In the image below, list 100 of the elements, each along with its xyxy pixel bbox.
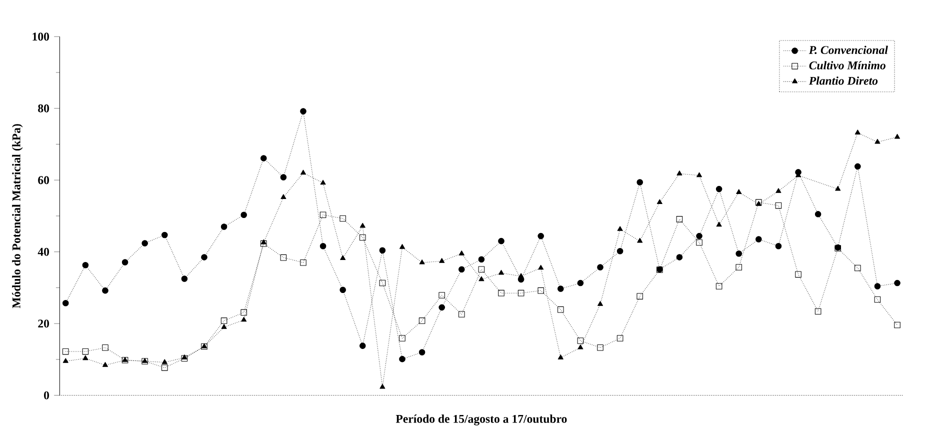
point: [538, 232, 544, 240]
point: [874, 296, 881, 303]
point: [458, 250, 464, 256]
point: [498, 238, 504, 244]
point: [260, 240, 267, 247]
point: [518, 273, 524, 278]
point: [874, 138, 880, 144]
x-axis-title: Período de 15/agosto a 17/outubro: [396, 414, 567, 426]
y-tick-label: 40: [38, 248, 50, 256]
point: [102, 344, 108, 351]
point: [597, 344, 604, 351]
point: [320, 180, 326, 185]
point: [676, 254, 683, 260]
point: [458, 266, 465, 273]
point: [597, 301, 604, 306]
y-axis-title: Módulo do Potencial Matricial (kPa): [12, 124, 23, 308]
point: [736, 264, 742, 270]
legend-label: Plantio Direto: [808, 76, 878, 85]
legend-label: Cultivo Mínimo: [809, 61, 886, 70]
point: [360, 222, 366, 228]
point: [102, 287, 108, 294]
point: [498, 290, 504, 296]
point: [894, 134, 900, 139]
point: [220, 224, 228, 230]
point: [814, 308, 822, 314]
point: [201, 254, 208, 260]
point: [62, 348, 69, 355]
point: [676, 216, 683, 222]
point: [379, 247, 386, 254]
point: [280, 254, 287, 261]
point: [280, 174, 287, 180]
point: [240, 212, 247, 218]
point: [874, 283, 881, 290]
point: [478, 276, 484, 282]
point: [260, 239, 266, 244]
point: [478, 266, 485, 273]
point: [776, 188, 782, 193]
point: [260, 155, 267, 162]
point: [82, 355, 88, 360]
point: [736, 250, 742, 257]
point: [240, 309, 247, 316]
point: [716, 283, 722, 290]
point: [399, 335, 406, 342]
point: [379, 280, 386, 286]
point: [854, 130, 860, 134]
point: [636, 179, 643, 186]
point: [835, 186, 841, 191]
point: [775, 202, 782, 209]
point: [756, 236, 762, 242]
point: [142, 240, 148, 246]
point: [696, 232, 702, 240]
point: [636, 293, 643, 300]
point: [438, 304, 445, 311]
y-tick-label: 100: [32, 32, 50, 41]
point: [676, 170, 682, 176]
y-tick-label: 60: [38, 176, 50, 184]
point: [439, 258, 445, 263]
point: [340, 255, 346, 260]
point: [538, 287, 544, 294]
y-tick-label: 0: [44, 391, 50, 400]
point: [220, 318, 228, 324]
point: [716, 222, 722, 227]
point: [161, 232, 168, 238]
point: [340, 215, 346, 222]
point: [775, 242, 782, 250]
point: [498, 270, 504, 275]
point: [181, 276, 188, 282]
point: [578, 344, 584, 350]
point: [617, 226, 623, 231]
point: [558, 354, 564, 360]
point: [894, 322, 900, 328]
point: [320, 212, 326, 218]
point: [418, 349, 426, 356]
point: [597, 264, 604, 270]
point: [300, 170, 306, 175]
point: [82, 348, 89, 355]
point: [558, 286, 564, 292]
point: [458, 311, 465, 318]
point: [241, 316, 247, 322]
point: [438, 292, 445, 298]
point: [300, 108, 306, 114]
point: [162, 359, 168, 364]
point: [359, 342, 366, 349]
point: [380, 384, 386, 389]
point: [418, 318, 426, 324]
point: [656, 199, 662, 204]
y-tick-label: 20: [38, 320, 50, 328]
point: [814, 210, 822, 218]
point: [558, 306, 564, 313]
point: [359, 234, 366, 241]
point: [300, 259, 306, 266]
point: [478, 256, 485, 262]
legend-label: P. Convencional: [808, 46, 888, 54]
point: [419, 259, 425, 264]
point: [616, 248, 624, 254]
point: [577, 280, 584, 286]
point: [62, 300, 69, 306]
point: [340, 286, 346, 293]
point: [221, 324, 227, 329]
point: [82, 262, 89, 268]
